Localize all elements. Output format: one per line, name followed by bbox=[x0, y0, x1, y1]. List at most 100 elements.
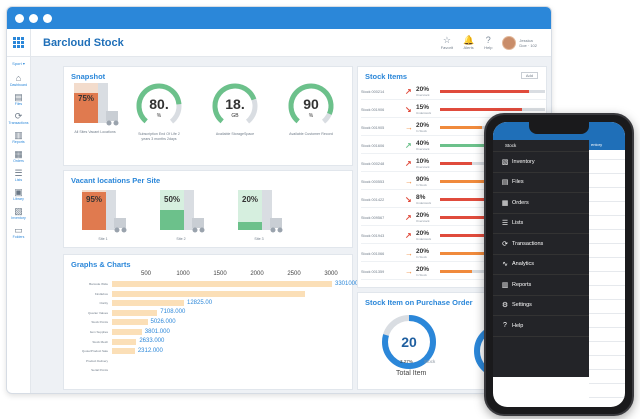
phone-menu-item-lists[interactable]: ☰ Lists bbox=[493, 214, 589, 235]
gauge-ring: 90% bbox=[286, 81, 336, 129]
phone-menu-item-transactions[interactable]: ⟳ Transactions bbox=[493, 234, 589, 255]
sidebar-item-dashboard[interactable]: ⌂ Dashboard bbox=[7, 73, 30, 87]
favorites-button[interactable]: ☆ Favorit bbox=[441, 35, 453, 50]
folders-icon: ▭ bbox=[14, 225, 23, 235]
category-label: Serial Points bbox=[72, 368, 108, 372]
phone-menu-item-help[interactable]: ? Help bbox=[493, 316, 589, 337]
bar-value-label: 5026.000 bbox=[151, 319, 176, 325]
stock-pct: 40% bbox=[416, 140, 440, 147]
stock-status: Overstock bbox=[416, 147, 440, 151]
orders-icon: ▦ bbox=[498, 199, 512, 207]
phone-menu-item-orders[interactable]: ▦ Orders bbox=[493, 193, 589, 214]
phone-content: entory bbox=[589, 146, 625, 407]
gauge-caption: Available StorageSpace bbox=[210, 132, 260, 137]
stock-id: Stock 001066 bbox=[361, 252, 405, 256]
purchase-title: Stock Item on Purchase Order bbox=[365, 298, 473, 307]
phone-menu-label: Reports bbox=[512, 282, 531, 288]
sidebar-item-inventory[interactable]: ▧ Inventory bbox=[7, 206, 30, 220]
stock-status: Understock bbox=[416, 201, 440, 205]
phone-menu-item-files[interactable]: ▤ Files bbox=[493, 173, 589, 194]
transactions-icon: ⟳ bbox=[498, 240, 512, 248]
phone-menu-item-analytics[interactable]: ∿ Analytics bbox=[493, 255, 589, 276]
user-menu[interactable]: Jessica Doe · 102 bbox=[502, 36, 537, 50]
stock-status: In Stock bbox=[416, 183, 440, 187]
stock-id: Stock 001906 bbox=[361, 108, 405, 112]
stock-id: Stock 009567 bbox=[361, 216, 405, 220]
phone-menu-label: Lists bbox=[512, 220, 523, 226]
trend-arrow-icon: → bbox=[405, 249, 416, 258]
sidebar-item-lists[interactable]: ☰ Lists bbox=[7, 168, 30, 182]
phone-menu-item-reports[interactable]: ▥ Reports bbox=[493, 275, 589, 296]
sidebar-item-label: Dashboard bbox=[10, 83, 27, 87]
stock-status: In Stock bbox=[416, 273, 440, 277]
stock-pct: 90% bbox=[416, 176, 440, 183]
window-titlebar bbox=[7, 7, 551, 29]
phone-menu-label: Transactions bbox=[512, 241, 543, 247]
app-menu-button[interactable] bbox=[7, 29, 31, 57]
phone-menu-item-inventory[interactable]: ▧ Inventory bbox=[493, 152, 589, 173]
bar bbox=[112, 310, 157, 316]
window-dot-icon[interactable] bbox=[15, 14, 24, 23]
site-value: 20% bbox=[242, 195, 258, 204]
alerts-button[interactable]: 🔔 Alerts bbox=[463, 35, 474, 50]
phone-menu-item-settings[interactable]: ⚙ Settings bbox=[493, 296, 589, 317]
bar bbox=[112, 339, 136, 345]
sidebar-item-files[interactable]: ▤ Files bbox=[7, 92, 30, 106]
purchase-pct: 3.27% bbox=[400, 359, 413, 364]
bar bbox=[112, 300, 184, 306]
stock-level-bar bbox=[440, 108, 545, 111]
stock-pct: 20% bbox=[416, 122, 440, 129]
vacant-caption: All Sites Vacant Locations bbox=[70, 130, 120, 135]
stock-row[interactable]: Stock 000214 ↗ 20% Overstock bbox=[361, 84, 546, 100]
window-dot-icon[interactable] bbox=[29, 14, 38, 23]
app-window: Barcloud Stock ☆ Favorit 🔔 Alerts ? Help… bbox=[6, 6, 552, 394]
help-button[interactable]: ? Help bbox=[484, 35, 492, 50]
stock-id: Stock 001422 bbox=[361, 198, 405, 202]
home-icon: ⌂ bbox=[16, 73, 21, 83]
trend-arrow-icon: ↘ bbox=[405, 195, 416, 204]
sidebar-item-label: Transactions bbox=[9, 121, 29, 125]
phone-menu-label: Inventory bbox=[512, 159, 535, 165]
phone-menu-label: Analytics bbox=[512, 261, 534, 267]
category-label: Product Delivery bbox=[72, 359, 108, 363]
stock-status: Overstock bbox=[416, 219, 440, 223]
stock-status: In Stock bbox=[416, 255, 440, 259]
stock-status: Understock bbox=[416, 237, 440, 241]
bar bbox=[112, 329, 142, 335]
vacant-value: 75% bbox=[78, 94, 94, 103]
trend-arrow-icon: ↘ bbox=[405, 105, 416, 114]
sidebar-item-reports[interactable]: ▥ Reports bbox=[7, 130, 30, 144]
vacant-locations-widget: 75% All Sites Vacant Locations bbox=[70, 81, 120, 135]
site-widget: 50% Site 2 bbox=[156, 188, 206, 242]
help-icon: ? bbox=[486, 35, 491, 45]
trend-arrow-icon: → bbox=[405, 177, 416, 186]
x-tick-label: 1500 bbox=[213, 271, 226, 277]
inventory-icon: ▧ bbox=[14, 206, 23, 216]
sidebar-item-library[interactable]: ▣ Library bbox=[7, 187, 30, 201]
category-label: Stock Mesh bbox=[72, 340, 108, 344]
bar bbox=[112, 319, 148, 325]
sidebar-item-transactions[interactable]: ⟳ Transactions bbox=[7, 111, 30, 125]
gauge-widget: 90% Available Customer Record bbox=[286, 81, 336, 137]
bar-value-label: 3801.000 bbox=[145, 329, 170, 335]
sidebar-item-orders[interactable]: ▦ Orders bbox=[7, 149, 30, 163]
x-tick-label: 1000 bbox=[176, 271, 189, 277]
window-dot-icon[interactable] bbox=[43, 14, 52, 23]
phone-menu-label: Help bbox=[512, 323, 523, 329]
library-icon: ▣ bbox=[14, 187, 23, 197]
stock-filter-select[interactable]: Add bbox=[521, 72, 538, 79]
phone-screen: entory Stock ▧ Inventory ▤ Files ▦ Orders ☰ Lis… bbox=[493, 122, 625, 407]
stock-status: In Stock bbox=[416, 129, 440, 133]
building-icon: 20% bbox=[234, 188, 284, 234]
sidebar-item-label: Lists bbox=[15, 178, 22, 182]
purchase-pct-row: 3.27% Stock bbox=[400, 359, 435, 364]
sidebar-toggle[interactable]: Sport ▾ bbox=[7, 57, 30, 68]
trend-arrow-icon: ↗ bbox=[405, 141, 416, 150]
sidebar-item-folders[interactable]: ▭ Folders bbox=[7, 225, 30, 239]
phone-content-header: entory bbox=[589, 138, 625, 150]
category-label: Clarity bbox=[72, 301, 108, 305]
stock-id: Stock 001606 bbox=[361, 144, 405, 148]
gauge-ring: 18.GB bbox=[210, 81, 260, 129]
gauge-value: 18. bbox=[225, 96, 244, 112]
trend-arrow-icon: ↗ bbox=[405, 159, 416, 168]
